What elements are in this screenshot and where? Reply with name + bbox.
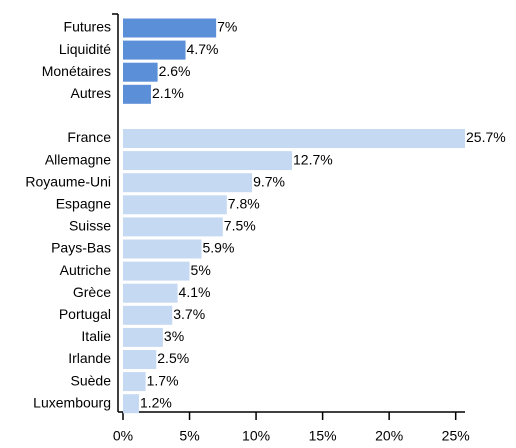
y-tick-label: Grèce [73,284,111,300]
bar [123,327,163,347]
value-label: 1.7% [147,372,179,388]
bar [123,283,178,303]
bar [123,394,139,414]
y-tick-label: Suisse [69,218,111,234]
bar [123,350,157,369]
y-tick-label: Liquidité [59,41,111,57]
bar [123,239,202,259]
bar [123,305,173,325]
bar [123,151,293,171]
bar [123,195,227,215]
y-tick-label: Portugal [59,306,111,322]
bar [123,18,217,38]
bar [123,173,253,193]
y-tick-label: Futures [64,19,111,35]
y-tick-label: Suède [71,372,112,388]
bar [123,40,186,60]
x-tick-label: 0% [113,428,133,444]
y-tick-label: France [67,129,111,145]
bar [123,84,151,104]
value-label: 1.2% [140,394,172,410]
value-label: 25.7% [466,129,506,145]
value-label: 9.7% [253,173,285,189]
value-label: 4.7% [187,41,219,57]
y-tick-label: Luxembourg [33,394,111,410]
value-label: 4.1% [179,284,211,300]
bar [123,217,223,237]
value-label: 7% [217,19,237,35]
x-tick-label: 20% [375,428,403,444]
y-tick-label: Espagne [56,196,111,212]
y-tick-label: Irlande [68,350,111,366]
bar [123,129,465,148]
x-tick-label: 25% [442,428,470,444]
value-label: 3% [164,328,184,344]
value-label: 12.7% [293,151,333,167]
value-label: 2.5% [157,350,189,366]
bar [123,372,146,392]
y-tick-label: Autres [71,85,111,101]
value-label: 2.6% [159,63,191,79]
value-label: 7.8% [228,196,260,212]
value-label: 5.9% [203,240,235,256]
y-tick-label: Pays-Bas [51,240,111,256]
value-label: 2.1% [152,85,184,101]
y-tick-label: Allemagne [45,151,111,167]
y-tick-label: Autriche [60,262,112,278]
y-tick-label: Royaume-Uni [25,173,111,189]
y-tick-label: Italie [81,328,111,344]
value-label: 7.5% [224,218,256,234]
x-tick-label: 10% [242,428,270,444]
bar [123,62,158,82]
x-tick-label: 5% [179,428,199,444]
x-tick-label: 15% [309,428,337,444]
bar [123,261,190,281]
value-label: 5% [191,262,211,278]
value-label: 3.7% [173,306,205,322]
y-tick-label: Monétaires [42,63,111,79]
